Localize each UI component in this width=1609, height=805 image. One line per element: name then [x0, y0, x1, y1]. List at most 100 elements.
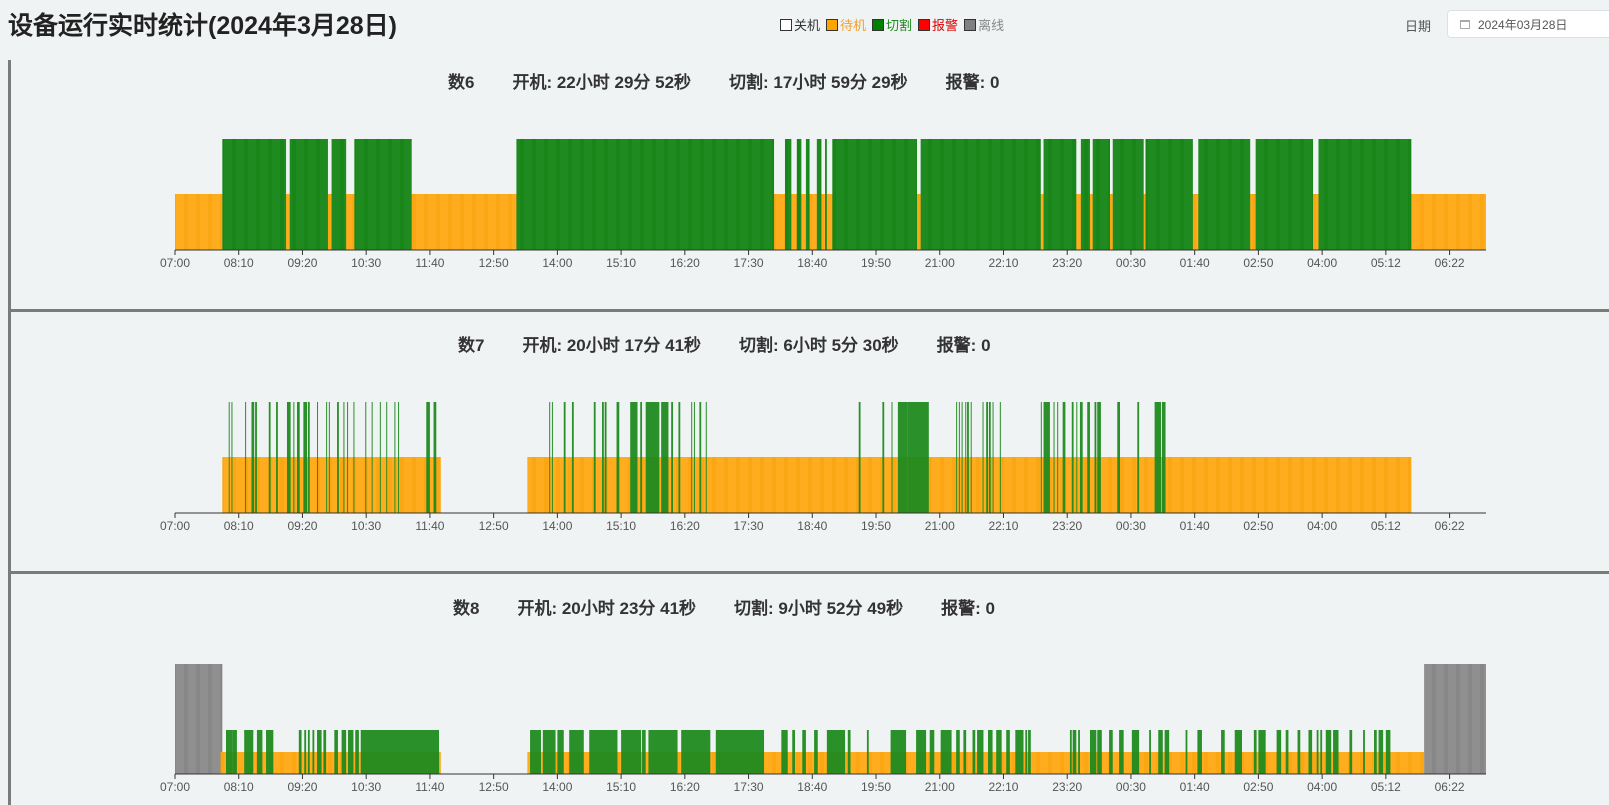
x-tick-label: 23:20: [1052, 256, 1082, 270]
cutting-bar: [1076, 402, 1078, 513]
cutting-bar: [1164, 730, 1170, 774]
cutting-bar: [307, 402, 310, 513]
page-title: 设备运行实时统计(2024年3月28日): [8, 12, 397, 40]
cutting-bar: [317, 730, 322, 774]
cutting-bar: [341, 730, 347, 774]
cut-time: 切割: 9小时 52分 49秒: [734, 599, 904, 618]
cutting-bar: [379, 402, 381, 513]
alarm-count: 报警: 0: [936, 336, 991, 355]
cutting-bar: [1072, 730, 1077, 774]
date-picker[interactable]: 2024年03月28日: [1447, 10, 1609, 38]
cutting-bar: [231, 402, 233, 513]
cutting-bar: [355, 730, 359, 774]
panel-title-1: 数6 开机: 22小时 29分 52秒 切割: 17小时 59分 29秒 报警:…: [448, 68, 999, 93]
x-tick-label: 02:50: [1243, 780, 1273, 794]
x-tick-label: 16:20: [670, 780, 700, 794]
cutting-bar: [847, 730, 851, 774]
cutting-bar: [832, 139, 917, 250]
x-tick-label: 17:30: [734, 780, 764, 794]
cutting-bar: [1094, 402, 1097, 513]
cutting-bar: [621, 730, 642, 774]
cutting-bar: [816, 139, 822, 250]
x-tick-label: 05:12: [1371, 519, 1401, 533]
offline-bar: [175, 664, 223, 774]
cutting-bar: [307, 730, 310, 774]
legend-item-offline[interactable]: 离线: [964, 15, 1004, 34]
cutting-bar: [1089, 730, 1097, 774]
legend-label-standby: 待机: [840, 18, 867, 33]
x-tick-label: 17:30: [734, 256, 764, 270]
cutting-bar: [1057, 402, 1059, 513]
cutting-bar: [551, 402, 553, 513]
cutting-bar: [678, 402, 681, 513]
x-tick-label: 07:00: [160, 780, 190, 794]
cutting-bar: [792, 730, 795, 774]
x-tick-label: 09:20: [287, 519, 317, 533]
cutting-bar: [691, 402, 693, 513]
cutting-bar: [699, 402, 702, 513]
legend-item-off[interactable]: 关机: [780, 15, 820, 34]
x-tick-label: 21:00: [925, 519, 955, 533]
cutting-bar: [1221, 730, 1225, 774]
standby-bar: [1411, 194, 1486, 250]
cutting-bar: [1043, 139, 1077, 250]
x-tick-label: 14:00: [542, 519, 572, 533]
legend-label-alarm: 报警: [932, 18, 959, 33]
cutting-bar: [907, 402, 929, 513]
legend-item-cutting[interactable]: 切割: [872, 15, 912, 34]
cutting-bar: [1320, 730, 1323, 774]
cutting-bar: [1025, 730, 1028, 774]
x-tick-label: 05:12: [1371, 780, 1401, 794]
legend-item-alarm[interactable]: 报警: [918, 15, 958, 34]
x-tick-label: 15:10: [606, 519, 636, 533]
legend-label-cutting: 切割: [886, 18, 913, 33]
cutting-bar: [354, 139, 412, 250]
cut-time: 切割: 6小时 5分 30秒: [739, 336, 899, 355]
x-tick-label: 19:50: [861, 780, 891, 794]
cutting-bar: [1040, 402, 1042, 513]
panel-title-3: 数8 开机: 20小时 23分 41秒 切割: 9小时 52分 49秒 报警: …: [453, 594, 995, 619]
cutting-bar: [1255, 139, 1314, 250]
cutting-bar: [1097, 730, 1102, 774]
cutting-bar: [1378, 730, 1384, 774]
cutting-bar: [802, 730, 806, 774]
cutting-bar: [1109, 730, 1113, 774]
cutting-bar: [681, 730, 711, 774]
cutting-bar: [593, 402, 596, 513]
cutting-bar: [958, 402, 960, 513]
x-tick-label: 16:20: [670, 256, 700, 270]
cutting-bar: [1297, 730, 1301, 774]
cutting-bar: [303, 402, 308, 513]
cutting-bar: [781, 730, 788, 774]
cutting-bar: [972, 730, 976, 774]
x-tick-label: 10:30: [351, 519, 381, 533]
cutting-bar: [1197, 730, 1202, 774]
cutting-bar: [1112, 139, 1144, 250]
x-tick-label: 21:00: [925, 256, 955, 270]
cutting-bar: [394, 402, 396, 513]
cutting-bar: [1149, 730, 1151, 774]
cutting-bar: [805, 139, 810, 250]
cutting-bar: [245, 402, 247, 513]
cutting-bar: [940, 730, 952, 774]
cutting-bar: [920, 139, 1041, 250]
cutting-bar: [1154, 402, 1161, 513]
cutting-bar: [312, 730, 315, 774]
x-tick-label: 21:00: [925, 780, 955, 794]
cutting-bar: [371, 402, 373, 513]
cutting-bar: [569, 730, 584, 774]
cutting-bar: [963, 730, 967, 774]
cutting-bar: [286, 402, 291, 513]
cutting-bar: [825, 139, 827, 250]
on-time: 开机: 22小时 29分 52秒: [512, 73, 692, 92]
cutting-bar: [317, 402, 319, 513]
cutting-bar: [897, 402, 908, 513]
legend-item-standby[interactable]: 待机: [826, 15, 866, 34]
cutting-bar: [988, 730, 993, 774]
x-tick-label: 09:20: [287, 256, 317, 270]
bars: [175, 664, 1486, 774]
cutting-bar: [1333, 730, 1339, 774]
panel-divider-1: [8, 309, 1609, 312]
cutting-bar: [970, 402, 972, 513]
x-tick-label: 08:10: [224, 256, 254, 270]
